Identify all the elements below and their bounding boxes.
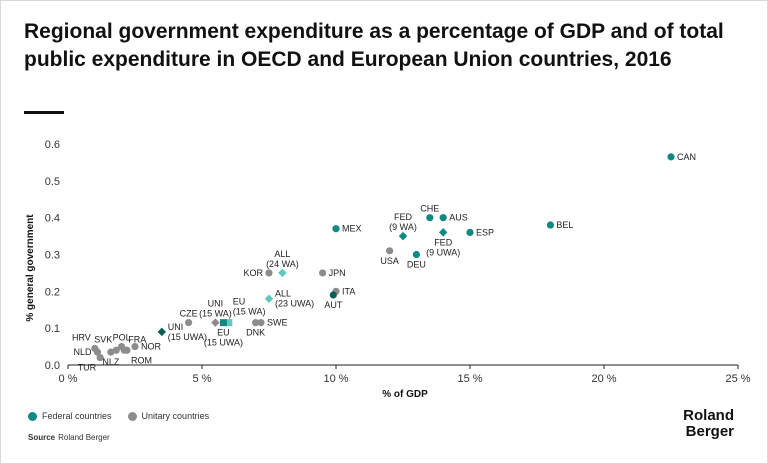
data-point-cze-label: CZE xyxy=(180,309,198,319)
data-point-aus-marker xyxy=(439,214,447,222)
data-point-kor-label: KOR xyxy=(243,268,263,278)
axes-group: 0.0 0.1 0.2 0.3 0.4 0.5 0.6 0 % 5 % 10 % 15 % 20 % 2… xyxy=(45,139,751,385)
data-point-fra-label: FRA xyxy=(128,334,146,344)
y-tick-label: 0.0 xyxy=(45,360,60,372)
title-underline xyxy=(24,111,64,114)
data-point-eu-label: EU (15 UWA) xyxy=(204,328,243,348)
data-point-swe-label: SWE xyxy=(267,318,288,328)
legend-federal-swatch xyxy=(28,411,37,421)
x-tick-label: 25 % xyxy=(725,373,750,385)
data-point-ita-label: ITA xyxy=(342,286,355,296)
data-point-uni-marker xyxy=(157,327,167,337)
data-point-fed-marker xyxy=(438,228,448,237)
point-labels-group: CAN BEL AUS CHE ESP FED (9 WA) FED (9 UWA)DEU MEX… xyxy=(72,152,696,373)
data-point-can-marker xyxy=(667,153,675,161)
data-point-esp-marker xyxy=(466,228,474,236)
data-point-uni-label: UNI (15 UWA) xyxy=(168,322,207,342)
data-point-usa-label: USA xyxy=(380,256,399,266)
data-point-tur-marker xyxy=(96,354,104,362)
data-point-aut-marker xyxy=(329,291,337,299)
legend-unitary-label: Unitary countries xyxy=(141,411,210,421)
y-tick-label: 0.3 xyxy=(45,250,60,262)
data-points-group xyxy=(91,153,675,362)
data-point-mex-label: MEX xyxy=(342,224,362,234)
data-point-can-label: CAN xyxy=(677,152,696,162)
data-point-all-label: ALL (24 WA) xyxy=(266,249,299,269)
data-point-che-label: CHE xyxy=(420,204,439,214)
y-tick-label: 0.6 xyxy=(45,139,60,151)
data-point-bel-label: BEL xyxy=(556,220,573,230)
data-point-all-marker xyxy=(278,268,287,278)
data-point-all-marker xyxy=(264,294,274,303)
data-point-dnk-label: DNK xyxy=(246,328,265,338)
data-point-tur-label: TUR xyxy=(78,363,97,373)
legend-item-unitary: Unitary countries xyxy=(127,411,210,421)
x-tick-label: 5 % xyxy=(193,373,212,385)
data-point-esp-label: ESP xyxy=(476,227,494,237)
data-point-nor-label: NOR xyxy=(141,342,162,352)
data-point-all-label: ALL (23 UWA) xyxy=(275,289,314,309)
y-tick-label: 0.5 xyxy=(45,176,60,188)
data-point-che-marker xyxy=(426,214,434,222)
data-point-swe-marker xyxy=(257,319,265,327)
data-point-dnk-marker xyxy=(252,319,260,327)
logo-line-2: Berger xyxy=(685,423,734,440)
legend: Federal countries Unitary countries xyxy=(28,411,225,421)
data-point-jpn-marker xyxy=(319,269,327,277)
x-tick-label: 0 % xyxy=(59,373,78,385)
data-point-nld-label: NLD xyxy=(73,347,92,357)
data-point-uni-marker xyxy=(211,318,220,327)
data-point-rom-marker xyxy=(123,346,131,354)
legend-unitary-swatch xyxy=(127,411,137,421)
data-point-fed-label: FED (9 UWA) xyxy=(426,237,460,257)
data-point-eu-marker xyxy=(225,319,233,327)
x-tick-label: 15 % xyxy=(457,373,482,385)
data-point-nor-marker xyxy=(131,342,139,351)
logo-line-1: Roland xyxy=(683,407,734,424)
data-point-fed-label: FED (9 WA) xyxy=(389,212,417,232)
data-point-uni-label: UNI (15 WA) xyxy=(199,299,232,319)
y-tick-label: 0.4 xyxy=(45,213,60,225)
y-tick-label: 0.2 xyxy=(45,286,60,298)
y-axis-label: % general government xyxy=(25,214,36,322)
data-point-eu-label: EU (15 WA) xyxy=(233,297,266,317)
data-point-deu-label: DEU xyxy=(407,260,426,270)
source-text: Roland Berger xyxy=(58,433,110,442)
data-point-eu-marker xyxy=(219,319,227,327)
x-tick-label: 20 % xyxy=(591,373,616,385)
legend-item-federal: Federal countries xyxy=(28,411,112,421)
x-axis-label: % of GDP xyxy=(382,389,428,400)
data-point-svk-label: SVK xyxy=(94,334,112,344)
data-point-aut-label: AUT xyxy=(324,300,343,310)
data-point-usa-marker xyxy=(386,247,394,255)
source-note: Source Roland Berger xyxy=(28,433,110,442)
chart-title: Regional government expenditure as a per… xyxy=(24,20,724,71)
data-point-kor-marker xyxy=(265,269,273,277)
data-point-nlz-marker xyxy=(107,348,115,356)
data-point-jpn-label: JPN xyxy=(329,268,346,278)
data-point-hrv-label: HRV xyxy=(72,332,91,342)
data-point-nld-marker xyxy=(93,348,102,356)
brand-logo: Roland Berger xyxy=(654,408,734,440)
data-point-aus-label: AUS xyxy=(449,213,468,223)
data-point-rom-label: ROM xyxy=(131,355,152,365)
source-label: Source xyxy=(28,433,56,442)
legend-federal-label: Federal countries xyxy=(42,411,112,421)
data-point-nlz-label: NLZ xyxy=(102,357,120,367)
data-point-deu-marker xyxy=(412,250,420,259)
data-point-fed-marker xyxy=(398,231,408,241)
y-tick-label: 0.1 xyxy=(45,323,60,335)
data-point-cze-marker xyxy=(185,319,193,327)
data-point-pol-label: POL xyxy=(113,333,131,343)
x-tick-label: 10 % xyxy=(323,373,348,385)
data-point-bel-marker xyxy=(546,221,555,229)
data-point-mex-marker xyxy=(332,225,340,233)
